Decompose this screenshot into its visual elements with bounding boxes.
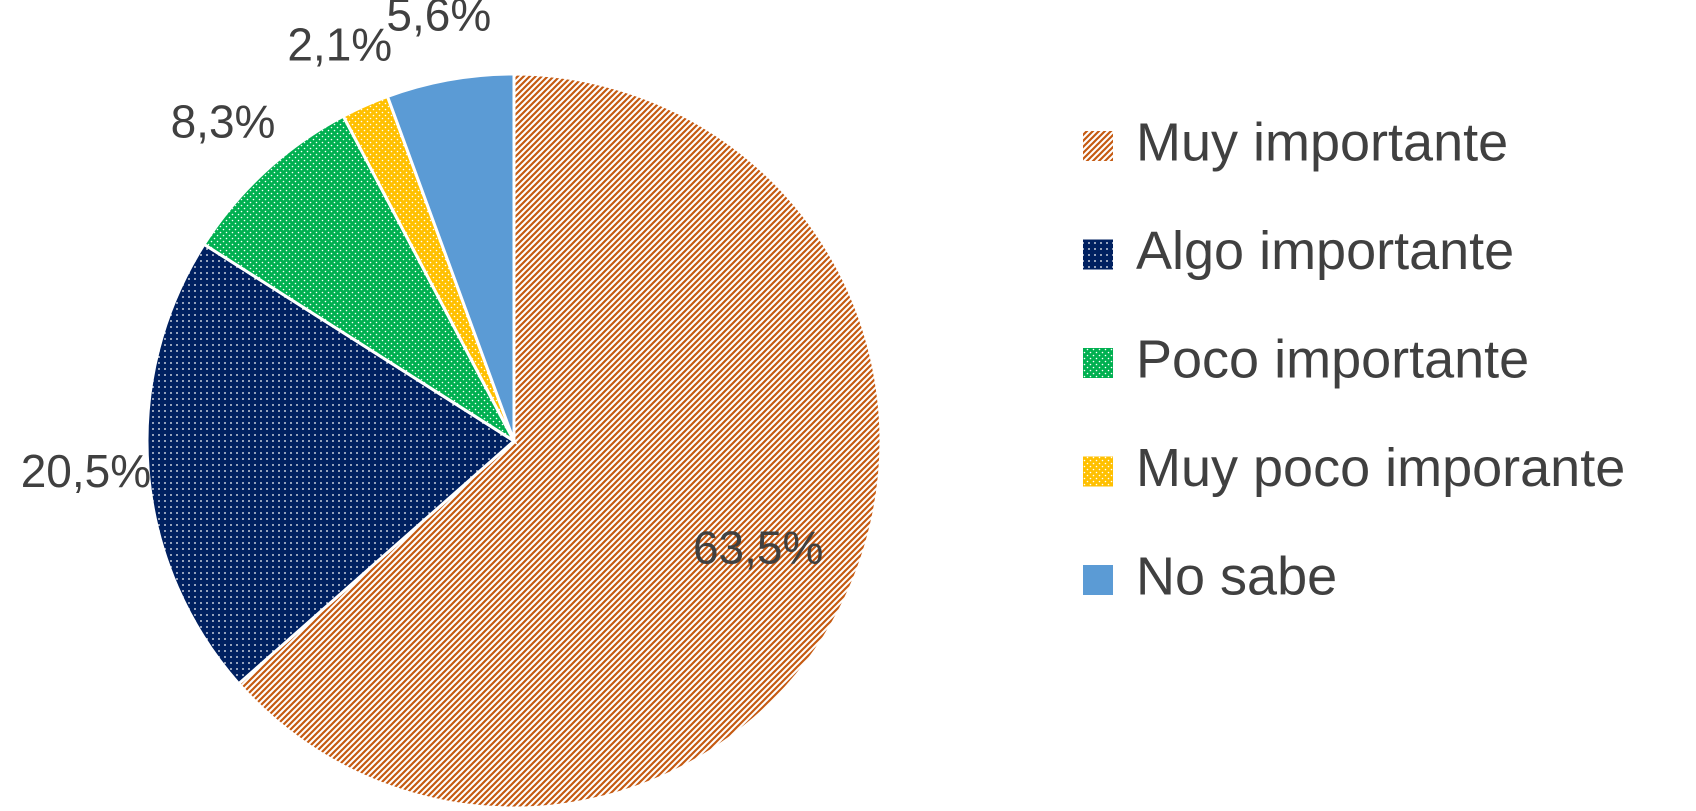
pie-slice: [236, 72, 883, 810]
pie-slice: [145, 242, 517, 686]
legend-label: No sabe: [1136, 546, 1337, 606]
legend-label: Poco importante: [1136, 329, 1529, 389]
legend-swatch: [1083, 239, 1113, 270]
data-label: 2,1%: [287, 19, 392, 71]
legend-label: Muy poco imporante: [1136, 438, 1625, 498]
legend-swatch: [1083, 131, 1113, 161]
legend-swatch: [1083, 456, 1113, 487]
data-label: 8,3%: [171, 95, 276, 147]
pie-slice: [202, 114, 518, 446]
legend-swatch: [1083, 348, 1113, 378]
legend-label: Algo importante: [1136, 221, 1514, 281]
data-label: 5,6%: [386, 0, 491, 40]
legend-label: Muy importante: [1136, 112, 1508, 172]
pie-slice: [385, 72, 516, 442]
legend-swatch: [1083, 565, 1113, 595]
data-label: 20,5%: [21, 445, 151, 497]
data-label: 63,5%: [693, 521, 823, 573]
